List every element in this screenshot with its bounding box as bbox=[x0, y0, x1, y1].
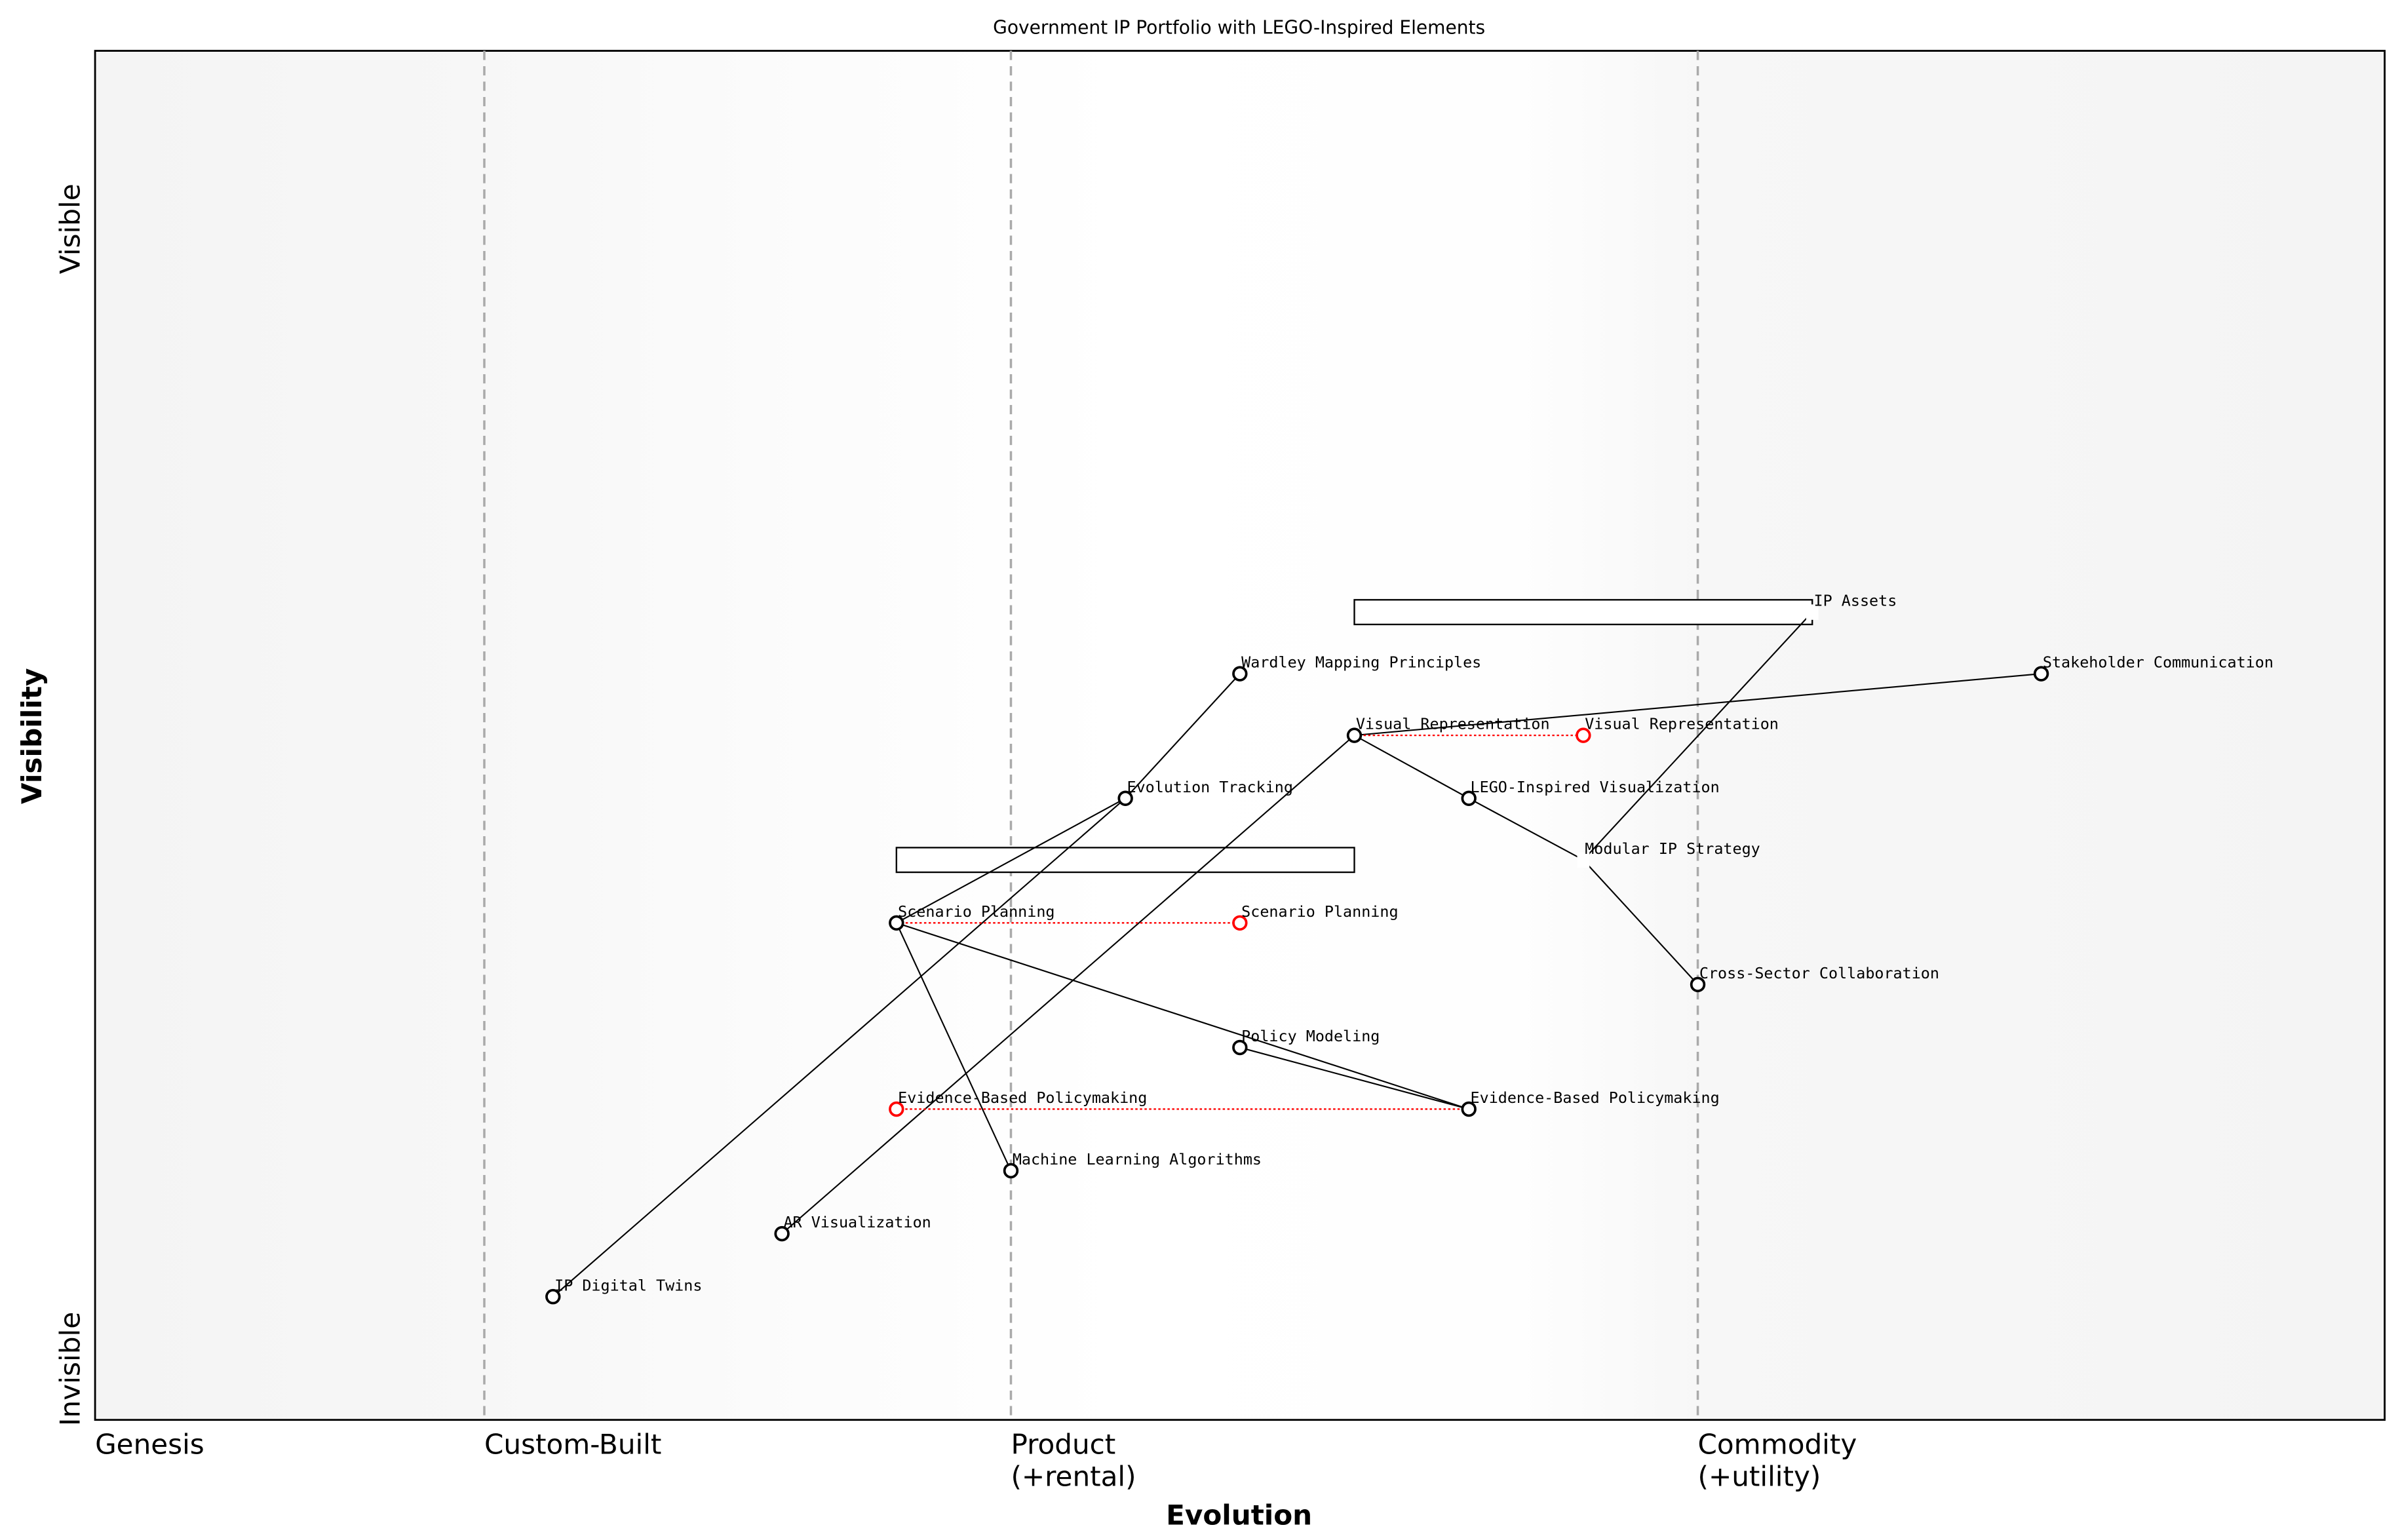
chart-title: Government IP Portfolio with LEGO-Inspir… bbox=[993, 17, 1485, 39]
component-label: Visual Representation bbox=[1356, 715, 1550, 733]
component-marker bbox=[545, 1288, 561, 1305]
y-axis-title: Visibility bbox=[16, 668, 48, 804]
component-label: IP Digital Twins bbox=[554, 1276, 702, 1294]
component-label: Evidence-Based Policymaking bbox=[1471, 1088, 1720, 1107]
component-label: AR Visualization bbox=[783, 1213, 931, 1231]
component-marker bbox=[1003, 1163, 1019, 1179]
component-marker bbox=[1117, 790, 1133, 806]
component-label: Machine Learning Algorithms bbox=[1013, 1150, 1262, 1168]
dependency-link bbox=[1125, 673, 1241, 799]
dependency-link bbox=[1239, 1047, 1469, 1110]
component-marker bbox=[1461, 1101, 1477, 1117]
component-label: IP Assets bbox=[1814, 592, 1897, 610]
component-label: LEGO-Inspired Visualization bbox=[1471, 778, 1720, 796]
evolved-component-label: Scenario Planning bbox=[1241, 902, 1398, 921]
component-marker bbox=[2033, 666, 2049, 682]
stage-label: Commodity bbox=[1698, 1428, 1857, 1460]
component-label: Wardley Mapping Principles bbox=[1241, 653, 1481, 672]
evolved-component-label: Evidence-Based Policymaking bbox=[898, 1088, 1147, 1107]
pipeline-brick bbox=[895, 847, 1355, 874]
dependency-link bbox=[1583, 611, 1813, 860]
dependency-link bbox=[1468, 798, 1584, 861]
component-marker bbox=[889, 915, 904, 931]
x-axis-title: Evolution bbox=[1166, 1499, 1312, 1531]
dependency-link bbox=[896, 922, 1469, 1110]
stage-sublabel: (+utility) bbox=[1698, 1461, 1821, 1493]
dependency-link bbox=[1583, 859, 1699, 986]
component-marker bbox=[1690, 976, 1706, 993]
dependency-link bbox=[895, 922, 1012, 1171]
component-label: Scenario Planning bbox=[898, 902, 1055, 921]
plot-area bbox=[94, 50, 2386, 1421]
component-marker bbox=[1461, 790, 1477, 806]
stage-label: Custom-Built bbox=[484, 1428, 661, 1460]
component-marker bbox=[774, 1225, 790, 1242]
stage-sublabel: (+rental) bbox=[1011, 1461, 1136, 1493]
dependency-link bbox=[1354, 735, 1469, 799]
y-axis-top-label: Visible bbox=[54, 183, 87, 274]
component-label: Policy Modeling bbox=[1241, 1027, 1380, 1045]
evolved-component-label: Visual Representation bbox=[1585, 715, 1779, 733]
component-marker-hidden bbox=[1806, 604, 1819, 620]
component-marker-hidden bbox=[1577, 852, 1590, 868]
dependency-link bbox=[1354, 673, 2042, 737]
component-label: Evolution Tracking bbox=[1127, 778, 1293, 796]
evolved-component-marker bbox=[889, 1101, 904, 1117]
evolved-component-marker bbox=[1576, 727, 1591, 743]
stage-label: Product bbox=[1011, 1428, 1115, 1460]
y-axis-bottom-label: Invisible bbox=[54, 1312, 87, 1426]
evolved-component-marker bbox=[1232, 915, 1248, 931]
component-label: Cross-Sector Collaboration bbox=[1699, 964, 1939, 982]
component-marker bbox=[1346, 727, 1363, 743]
stage-label: Genesis bbox=[95, 1428, 204, 1460]
component-label: Modular IP Strategy bbox=[1585, 839, 1760, 858]
component-marker bbox=[1232, 666, 1248, 682]
dependency-link bbox=[781, 735, 1355, 1235]
dependency-link bbox=[552, 798, 1126, 1298]
pipeline-brick bbox=[1353, 599, 1813, 626]
dependency-link bbox=[896, 798, 1126, 924]
component-label: Stakeholder Communication bbox=[2043, 653, 2274, 672]
component-marker bbox=[1232, 1039, 1248, 1056]
